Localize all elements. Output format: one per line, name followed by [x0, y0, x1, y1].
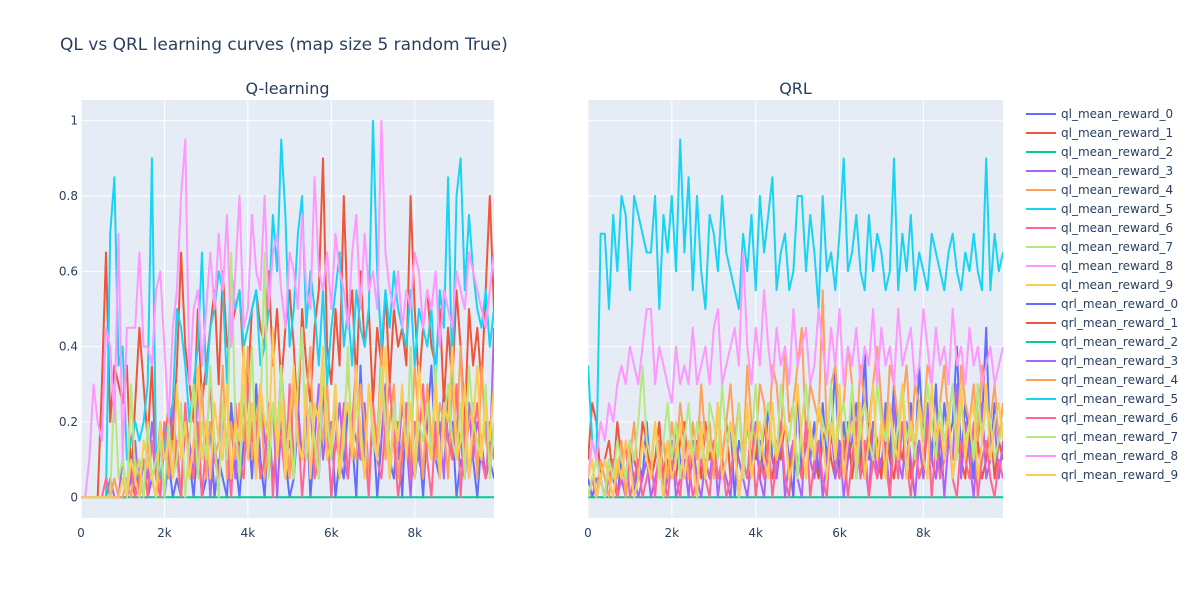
legend-item[interactable]: qrl_mean_reward_7	[1026, 430, 1178, 444]
legend-item[interactable]: qrl_mean_reward_1	[1026, 316, 1178, 330]
series-line-ql_mean_reward_9	[81, 326, 494, 499]
legend-label: qrl_mean_reward_3	[1061, 354, 1178, 368]
series-group	[588, 138, 1003, 499]
legend-label: ql_mean_reward_6	[1061, 221, 1173, 235]
x-tick-label: 0	[584, 526, 592, 540]
legend-label: qrl_mean_reward_6	[1061, 411, 1178, 425]
legend-item[interactable]: ql_mean_reward_6	[1026, 221, 1173, 235]
legend-label: qrl_mean_reward_5	[1061, 392, 1178, 406]
legend-item[interactable]: ql_mean_reward_9	[1026, 278, 1173, 292]
x-tick-label: 8k	[407, 526, 422, 540]
legend-label: qrl_mean_reward_9	[1061, 468, 1178, 482]
subplot-title: QRL	[779, 79, 812, 98]
series-line-qrl_mean_reward_8	[588, 251, 1003, 479]
x-tick-label: 4k	[241, 526, 256, 540]
legend: ql_mean_reward_0 ql_mean_reward_1 ql_mean_…	[1026, 107, 1178, 482]
legend-item[interactable]: qrl_mean_reward_2	[1026, 335, 1178, 349]
y-tick-label: 1	[70, 114, 78, 128]
legend-item[interactable]: ql_mean_reward_7	[1026, 240, 1173, 254]
y-tick-label: 0.2	[59, 415, 78, 429]
legend-label: ql_mean_reward_3	[1061, 164, 1173, 178]
legend-item[interactable]: qrl_mean_reward_8	[1026, 449, 1178, 463]
legend-item[interactable]: ql_mean_reward_1	[1026, 126, 1173, 140]
legend-label: ql_mean_reward_8	[1061, 259, 1173, 273]
x-tick-label: 0	[77, 526, 85, 540]
legend-item[interactable]: ql_mean_reward_4	[1026, 183, 1173, 197]
x-tick-label: 6k	[832, 526, 847, 540]
series-line-ql_mean_reward_0	[81, 364, 494, 499]
subplot-qrl: 0 2k 4k 6k 8k QRL	[584, 79, 1003, 540]
legend-label: qrl_mean_reward_2	[1061, 335, 1178, 349]
subplot-ql: 0 2k 4k 6k 8k 0 0.2 0.4 0.6 0.8 1 Q-learning	[59, 79, 494, 540]
x-tick-label: 2k	[157, 526, 172, 540]
subplot-title: Q-learning	[245, 79, 329, 98]
legend-item[interactable]: qrl_mean_reward_0	[1026, 297, 1178, 311]
legend-label: qrl_mean_reward_0	[1061, 297, 1178, 311]
x-tick-label: 2k	[665, 526, 680, 540]
x-tick-label: 6k	[324, 526, 339, 540]
series-line-qrl_mean_reward_5	[588, 138, 1003, 461]
legend-label: qrl_mean_reward_1	[1061, 316, 1178, 330]
y-tick-label: 0.8	[59, 189, 78, 203]
legend-label: ql_mean_reward_7	[1061, 240, 1173, 254]
legend-item[interactable]: qrl_mean_reward_9	[1026, 468, 1178, 482]
legend-item[interactable]: qrl_mean_reward_5	[1026, 392, 1178, 406]
series-line-qrl_mean_reward_9	[588, 383, 1003, 499]
y-tick-label: 0.6	[59, 264, 78, 278]
y-tick-label: 0	[70, 490, 78, 504]
legend-label: ql_mean_reward_4	[1061, 183, 1173, 197]
y-tick-label: 0.4	[59, 340, 78, 354]
legend-label: qrl_mean_reward_8	[1061, 449, 1178, 463]
chart-title: QL vs QRL learning curves (map size 5 ra…	[60, 35, 508, 55]
legend-item[interactable]: qrl_mean_reward_4	[1026, 373, 1178, 387]
legend-label: ql_mean_reward_1	[1061, 126, 1173, 140]
x-tick-label: 8k	[916, 526, 931, 540]
legend-label: ql_mean_reward_0	[1061, 107, 1173, 121]
series-group	[81, 119, 494, 499]
legend-item[interactable]: ql_mean_reward_5	[1026, 202, 1173, 216]
legend-item[interactable]: ql_mean_reward_0	[1026, 107, 1173, 121]
legend-label: ql_mean_reward_9	[1061, 278, 1173, 292]
legend-item[interactable]: qrl_mean_reward_3	[1026, 354, 1178, 368]
legend-item[interactable]: ql_mean_reward_3	[1026, 164, 1173, 178]
legend-label: qrl_mean_reward_7	[1061, 430, 1178, 444]
legend-item[interactable]: ql_mean_reward_8	[1026, 259, 1173, 273]
legend-label: ql_mean_reward_5	[1061, 202, 1173, 216]
x-tick-label: 4k	[748, 526, 763, 540]
legend-item[interactable]: ql_mean_reward_2	[1026, 145, 1173, 159]
series-line-ql_mean_reward_8	[81, 119, 494, 499]
legend-label: ql_mean_reward_2	[1061, 145, 1173, 159]
plots: 0 2k 4k 6k 8k 0 0.2 0.4 0.6 0.8 1 Q-learning 0 2k 4k 6k…	[59, 79, 1003, 540]
series-line-qrl_mean_reward_7	[588, 364, 1003, 499]
legend-label: qrl_mean_reward_4	[1061, 373, 1178, 387]
legend-item[interactable]: qrl_mean_reward_6	[1026, 411, 1178, 425]
